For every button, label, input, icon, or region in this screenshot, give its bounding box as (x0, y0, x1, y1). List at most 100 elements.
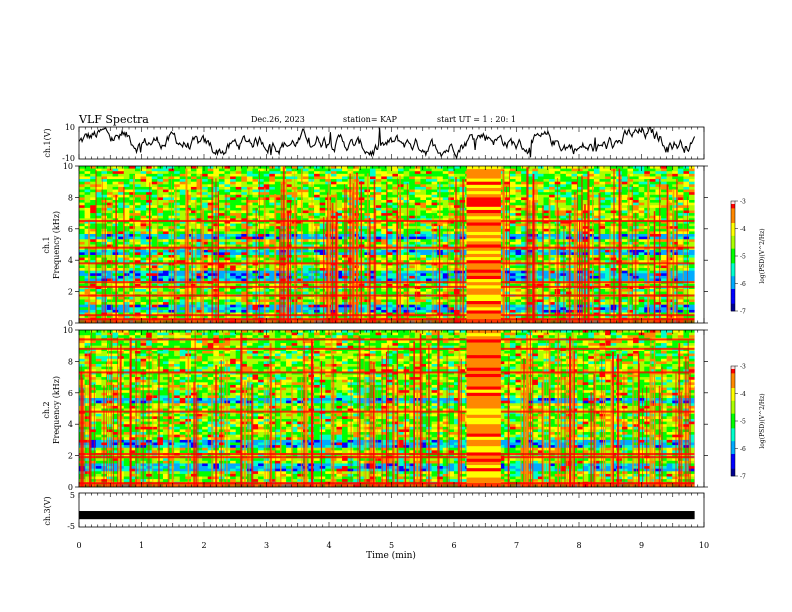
spectrogram-cell (409, 273, 416, 277)
spectrogram-cell (560, 239, 567, 243)
spectrogram-cell (370, 260, 376, 264)
spectrogram-cell (599, 171, 606, 175)
spectrogram-cell (403, 186, 410, 190)
spectrogram-cell (560, 260, 567, 264)
spectrogram-cell (123, 166, 130, 169)
spectrogram-cell (246, 202, 253, 206)
spectrogram-cell (330, 189, 337, 193)
spectrogram-cell (398, 220, 404, 224)
spectrogram-cell (218, 236, 225, 240)
spectrogram-cell (297, 215, 304, 219)
spectrogram-cell (235, 189, 242, 193)
spectrogram-cell (672, 241, 679, 245)
spectrogram-cell (644, 205, 651, 209)
spectrogram-cell (515, 275, 522, 279)
spectrogram-cell (588, 171, 595, 175)
spectrogram-cell (269, 210, 276, 214)
spectrogram-cell (174, 166, 181, 169)
spectrogram-cell (565, 179, 572, 182)
spectrogram-cell (526, 197, 533, 201)
spectrogram-cell (672, 257, 679, 261)
spectrogram-cell (157, 197, 164, 201)
spectrogram-cell (431, 186, 438, 190)
spectrogram-cell (543, 249, 550, 253)
spectrogram-cell (106, 168, 113, 172)
spectrogram-cell (319, 249, 326, 253)
spectrogram-cell (621, 192, 628, 196)
spectrogram-cell (633, 197, 639, 201)
spectrogram-cell (84, 176, 91, 180)
spectrogram-cell (140, 249, 147, 253)
spectrogram-cell (151, 265, 158, 269)
spectrogram-cell (621, 202, 628, 206)
spectrogram-cell (157, 265, 164, 269)
spectrogram-cell (381, 236, 388, 240)
spectrogram-cell (442, 252, 449, 256)
spectrogram-cell (543, 265, 550, 269)
spectrogram-cell (420, 213, 427, 217)
spectrogram-cell (263, 252, 270, 256)
spectrogram-cell (638, 171, 645, 175)
spectrogram-cell (90, 241, 97, 245)
spectrogram-cell (386, 181, 393, 185)
spectrogram-cell (263, 275, 270, 279)
spectrogram-cell (174, 244, 181, 248)
spectrogram-cell (140, 171, 147, 175)
spectrogram-cell (565, 194, 572, 198)
spectrogram-cell (202, 236, 209, 240)
spectrogram-cell (375, 205, 382, 209)
spectrogram-cell (224, 207, 231, 211)
spectrogram-cell (123, 234, 130, 237)
spectrogram-cell (661, 226, 667, 230)
spectrogram-cell (420, 231, 427, 235)
spectrogram-cell (134, 265, 141, 269)
spectrogram-cell (375, 168, 382, 172)
spectrogram-cell (162, 176, 169, 180)
spectrogram-cell (330, 265, 337, 269)
spectrogram-cell (174, 200, 181, 203)
spectrogram-cell (302, 275, 309, 279)
spectrogram-cell (235, 241, 242, 245)
spectrogram-cell (196, 228, 203, 232)
spectrogram-cell (498, 184, 505, 188)
spectrogram-cell (162, 207, 169, 211)
spectrogram-cell (90, 228, 97, 232)
spectrogram-cell (151, 218, 158, 222)
spectrogram-cell (123, 171, 130, 175)
spectrogram-cell (297, 241, 304, 245)
spectrogram-cell (106, 215, 113, 219)
spectrogram-cell (515, 270, 522, 274)
spectrogram-cell (689, 168, 695, 172)
spectrogram-cell (79, 184, 85, 188)
spectrogram-cell (308, 278, 315, 282)
spectrogram-cell (672, 184, 679, 188)
spectrogram-cell (202, 215, 209, 219)
spectrogram-cell (118, 244, 125, 248)
spectrogram-cell (258, 226, 264, 230)
spectrogram-cell (90, 270, 97, 274)
spectrogram-cell (509, 166, 516, 169)
spectrogram-cell (677, 260, 684, 264)
spectrogram-cell (162, 257, 169, 261)
spectrogram-cell (140, 184, 147, 188)
spectrogram-cell (297, 192, 304, 196)
spectrogram-cell (649, 254, 656, 258)
spectrogram-cell (431, 257, 438, 261)
spectrogram-cell (386, 265, 393, 269)
spectrogram-cell (543, 210, 550, 214)
spectrogram-cell (185, 173, 192, 177)
spectrogram-cell (504, 168, 511, 172)
spectrogram-cell (274, 226, 281, 230)
spectrogram-cell (599, 210, 606, 214)
spectrogram-cell (224, 205, 231, 209)
spectrogram-cell (375, 200, 382, 203)
spectrogram-cell (146, 181, 153, 185)
spectrogram-cell (106, 202, 113, 206)
spectrogram-cell (644, 226, 651, 230)
spectrogram-cell (414, 252, 421, 256)
spectrogram-cell (599, 228, 606, 232)
spectrogram-cell (174, 220, 181, 224)
spectrogram-cell (179, 249, 186, 253)
spectrogram-cell (308, 241, 315, 245)
spectrogram-cell (140, 213, 147, 217)
